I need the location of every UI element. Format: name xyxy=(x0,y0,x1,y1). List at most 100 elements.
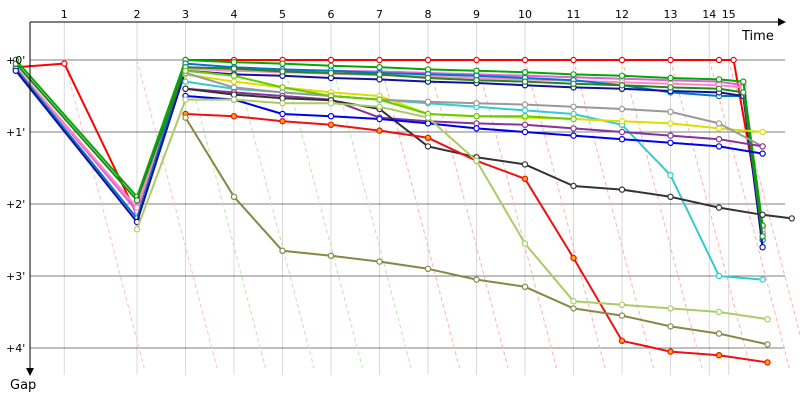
data-point xyxy=(376,103,383,111)
series-layer xyxy=(12,56,796,366)
data-point xyxy=(618,312,626,319)
data-point xyxy=(12,67,20,75)
data-point xyxy=(473,76,480,84)
data-point xyxy=(473,112,480,120)
data-point xyxy=(133,197,141,204)
lap-reference-line xyxy=(233,59,315,369)
lap-tick-label: 1 xyxy=(61,8,68,21)
series-16 xyxy=(133,96,771,323)
data-point xyxy=(376,258,383,265)
data-point xyxy=(570,56,577,64)
lap-tick-label: 10 xyxy=(518,8,532,21)
data-point xyxy=(618,186,626,193)
data-point xyxy=(521,56,529,64)
data-point xyxy=(230,65,238,72)
data-point xyxy=(521,78,529,85)
data-point xyxy=(376,56,383,64)
data-point xyxy=(521,240,529,247)
lap-tick-label: 6 xyxy=(328,8,335,21)
data-point xyxy=(473,125,480,132)
x-axis-arrow xyxy=(778,18,786,26)
data-point xyxy=(667,74,674,82)
data-point xyxy=(715,330,723,337)
data-point xyxy=(740,89,747,96)
lap-tick-label: 8 xyxy=(425,8,432,21)
data-point xyxy=(327,69,335,77)
series-line xyxy=(15,66,764,230)
gap-tick-label: +0' xyxy=(6,54,25,67)
data-point xyxy=(715,204,723,211)
data-point xyxy=(570,103,577,111)
data-point xyxy=(667,56,674,64)
data-point xyxy=(570,115,577,123)
data-point xyxy=(182,78,189,85)
lap-tick-label: 11 xyxy=(567,8,581,21)
data-point xyxy=(279,84,286,91)
data-point xyxy=(230,193,238,200)
data-point xyxy=(473,99,480,107)
data-point xyxy=(182,67,189,75)
data-point xyxy=(667,139,674,146)
lap-tick-label: 15 xyxy=(722,8,736,21)
series-line xyxy=(15,62,764,237)
data-point xyxy=(618,135,626,143)
lap-tick-label: 12 xyxy=(615,8,629,21)
data-point xyxy=(715,143,723,150)
data-point xyxy=(230,78,238,85)
data-point xyxy=(424,56,432,64)
data-point xyxy=(759,128,766,136)
y-axis-arrow xyxy=(26,368,34,376)
data-point xyxy=(376,96,383,103)
lap-tick-label: 5 xyxy=(279,8,286,21)
data-point xyxy=(618,105,626,113)
lap-reference-line xyxy=(136,59,218,369)
data-point xyxy=(230,96,238,103)
data-point xyxy=(618,72,626,80)
y-axis-title: Gap xyxy=(10,378,36,393)
data-point xyxy=(759,276,766,283)
data-point xyxy=(424,98,432,106)
data-point xyxy=(279,110,286,118)
lap-tick-label: 14 xyxy=(702,8,716,21)
data-point xyxy=(715,85,723,93)
data-point xyxy=(133,225,141,233)
data-point xyxy=(618,117,626,125)
data-point xyxy=(327,56,335,64)
data-point xyxy=(570,254,577,262)
data-point xyxy=(279,60,286,67)
data-point xyxy=(327,252,335,259)
data-point xyxy=(521,112,529,120)
data-point xyxy=(667,108,674,116)
data-point xyxy=(279,99,286,107)
data-point xyxy=(473,56,480,64)
data-point xyxy=(521,68,529,76)
series-line xyxy=(15,62,764,241)
data-point xyxy=(376,63,383,71)
data-point xyxy=(521,107,529,114)
data-point xyxy=(618,337,626,344)
series-7 xyxy=(12,60,766,240)
data-point xyxy=(764,316,771,323)
data-point xyxy=(376,115,383,123)
data-point xyxy=(715,272,723,280)
series-4 xyxy=(12,56,766,229)
data-point xyxy=(570,298,577,305)
data-point xyxy=(230,72,238,80)
data-point xyxy=(667,84,674,91)
lap-tick-label: 3 xyxy=(182,8,189,21)
data-point xyxy=(327,121,335,129)
data-point xyxy=(279,68,286,75)
data-point xyxy=(424,134,432,141)
data-point xyxy=(759,143,766,150)
data-point xyxy=(182,114,189,121)
data-point xyxy=(327,99,335,107)
data-point xyxy=(12,60,20,67)
data-point xyxy=(473,157,480,164)
lap-reference-line xyxy=(708,59,790,369)
data-point xyxy=(667,120,674,127)
gap-tick-label: +3' xyxy=(6,270,25,283)
data-point xyxy=(715,120,723,127)
data-point xyxy=(715,135,723,143)
data-point xyxy=(667,348,674,355)
